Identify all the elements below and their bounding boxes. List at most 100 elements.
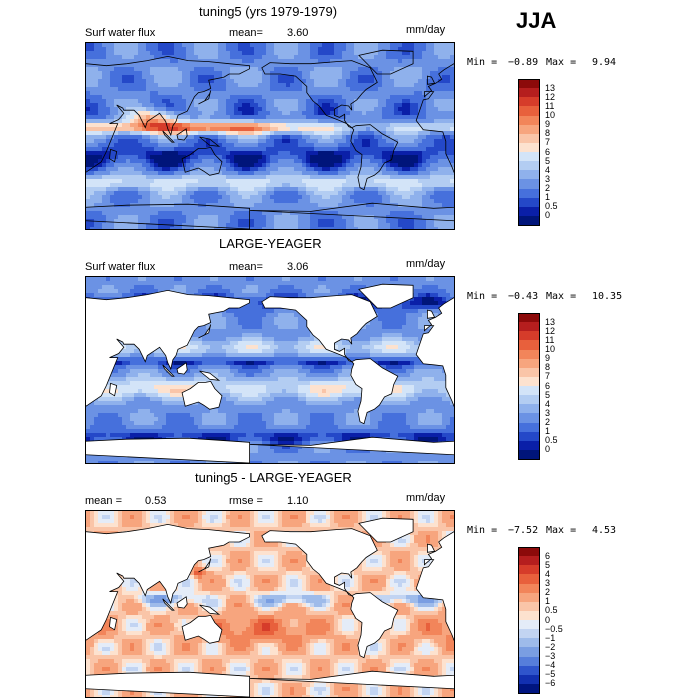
map-cell: [306, 71, 311, 76]
map-cell: [102, 183, 107, 188]
map-cell: [194, 219, 199, 224]
map-cell: [134, 227, 139, 229]
map-cell: [102, 191, 107, 196]
map-cell: [98, 123, 103, 128]
map-cell: [122, 211, 127, 216]
map-cell: [354, 183, 359, 188]
map-cell: [434, 99, 439, 104]
map-cell: [286, 195, 291, 200]
map-cell: [98, 289, 103, 294]
map-cell: [294, 127, 299, 132]
map-cell: [162, 195, 167, 200]
map-cell: [198, 159, 203, 164]
map-cell: [166, 103, 171, 108]
map-cell: [338, 83, 343, 88]
map-cell: [218, 203, 223, 208]
map-cell: [114, 179, 119, 184]
max-label: Max =: [546, 57, 577, 68]
map-cell: [382, 167, 387, 172]
map-cell: [422, 183, 427, 188]
map-cell: [310, 227, 315, 229]
map-cell: [198, 175, 203, 180]
map-cell: [410, 143, 415, 148]
map-cell: [234, 171, 239, 176]
map-cell: [382, 119, 387, 124]
map-cell: [194, 155, 199, 160]
map-cell: [122, 167, 127, 172]
map-cell: [114, 289, 119, 294]
map-cell: [278, 139, 283, 144]
map-cell: [158, 211, 163, 216]
map-cell: [182, 119, 187, 124]
map-cell: [106, 71, 111, 76]
map-cell: [318, 123, 323, 128]
map-cell: [422, 83, 427, 88]
map-cell: [134, 171, 139, 176]
map-cell: [342, 91, 347, 96]
map-cell: [370, 151, 375, 156]
map-cell: [266, 159, 271, 164]
map-cell: [86, 285, 91, 290]
map-cell: [346, 227, 351, 229]
map-cell: [110, 51, 115, 56]
map-cell: [390, 91, 395, 96]
map-cell: [186, 143, 191, 148]
map-cell: [186, 83, 191, 88]
map-cell: [110, 171, 115, 176]
map-cell: [370, 75, 375, 80]
map-cell: [290, 211, 295, 216]
map-cell: [166, 75, 171, 80]
map-cell: [426, 187, 431, 192]
map-cell: [334, 59, 339, 64]
map-cell: [266, 123, 271, 128]
map-cell: [434, 223, 439, 228]
map-cell: [366, 55, 371, 60]
map-cell: [330, 135, 335, 140]
colorbar-swatch: [518, 152, 540, 162]
map-cell: [270, 151, 275, 156]
map-cell: [230, 63, 235, 68]
map-cell: [162, 163, 167, 168]
map-cell: [102, 115, 107, 120]
map-cell: [158, 285, 163, 290]
map-cell: [238, 195, 243, 200]
map-cell: [422, 215, 427, 220]
map-cell: [110, 227, 115, 229]
map-cell: [178, 183, 183, 188]
map-cell: [126, 171, 131, 176]
map-cell: [142, 71, 147, 76]
map-cell: [146, 187, 151, 192]
map-cell: [338, 215, 343, 220]
map-cell: [258, 293, 263, 298]
map-cell: [182, 277, 187, 282]
map-cell: [158, 103, 163, 108]
map-cell: [306, 119, 311, 124]
map-cell: [358, 191, 363, 196]
map-cell: [370, 119, 375, 124]
map-cell: [394, 83, 399, 88]
map-cell: [170, 107, 175, 112]
map-cell: [358, 183, 363, 188]
map-cell: [390, 51, 395, 56]
map-cell: [370, 143, 375, 148]
map-cell: [314, 183, 319, 188]
map-cell: [118, 199, 123, 204]
map-cell: [150, 163, 155, 168]
map-cell: [258, 175, 263, 180]
map-cell: [194, 159, 199, 164]
map-cell: [274, 111, 279, 116]
map-cell: [258, 99, 263, 104]
map-cell: [182, 63, 187, 68]
map-cell: [238, 167, 243, 172]
map-cell: [86, 95, 91, 100]
map-cell: [254, 195, 259, 200]
map-cell: [130, 103, 135, 108]
map-cell: [174, 277, 179, 282]
map-cell: [270, 111, 275, 116]
map-cell: [206, 183, 211, 188]
map-cell: [266, 43, 271, 48]
map-cell: [326, 289, 331, 294]
map-cell: [174, 95, 179, 100]
map-cell: [354, 111, 359, 116]
map-cell: [190, 103, 195, 108]
